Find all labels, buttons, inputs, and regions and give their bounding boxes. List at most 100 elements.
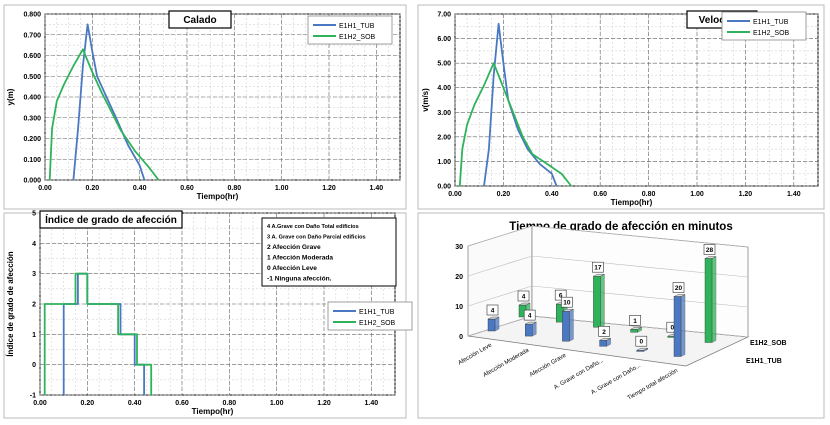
bar-side — [711, 256, 717, 343]
series-label-e1h1: E1H1_TUB — [746, 358, 782, 365]
bar-side — [494, 316, 500, 332]
data-label: 20 — [675, 285, 683, 292]
bar-e1h2_sob — [630, 329, 638, 333]
y-tick-label: 0.700 — [23, 32, 41, 39]
data-label-box — [554, 289, 567, 301]
series-line-e1h1_tub — [72, 23, 146, 181]
data-label: 1 — [633, 318, 637, 325]
bar-e1h2_sob — [704, 258, 713, 343]
legend-label: E1H1_TUB — [339, 23, 375, 30]
y-tick-label: 5.00 — [437, 61, 451, 68]
annotation-line: -1 Ninguna afección. — [267, 276, 332, 283]
y-tick-label: 5 — [32, 211, 36, 218]
chart-title-box — [168, 10, 232, 29]
y-tick-label: 1.00 — [437, 159, 451, 166]
y-tick-label: 0.100 — [23, 157, 41, 164]
x-axis-label: Tiempo(hr) — [192, 407, 234, 416]
bar-e1h1_tub — [562, 311, 570, 342]
x-tick-label: 1.00 — [270, 400, 284, 407]
data-label-box — [672, 282, 685, 293]
y-tick-label: -1 — [30, 393, 36, 400]
data-label-box — [635, 335, 648, 347]
legend-label: E1H2_SOB — [339, 34, 376, 41]
data-label: 17 — [594, 265, 602, 272]
bar-top — [704, 256, 717, 259]
y-tick-label: 0 — [459, 334, 463, 341]
chart-title: Índice de grado de afección — [45, 213, 177, 226]
data-label: 10 — [563, 300, 571, 307]
x-tick-label: 0.00 — [38, 185, 52, 192]
y-tick-label: 2 — [32, 302, 36, 309]
y-axis-label: v(m/s) — [421, 88, 430, 112]
bar-grid-line — [467, 255, 749, 278]
x-tick-label: 1.00 — [275, 185, 289, 192]
y-tick-label: 30 — [455, 244, 463, 251]
series-line-e1h2_sob — [48, 48, 160, 181]
data-label: 4 — [522, 294, 526, 301]
x-tick-label: 0.00 — [33, 400, 47, 407]
x-axis-label: Tiempo(hr) — [197, 192, 239, 201]
data-label: 0 — [670, 325, 674, 332]
chart-title: Calado — [183, 15, 216, 26]
y-tick-label: 0 — [32, 362, 36, 369]
bar-e1h2_sob — [593, 276, 601, 328]
bar-top — [487, 316, 500, 320]
legend-box — [307, 15, 393, 45]
data-label-box — [561, 296, 573, 308]
x-tick-label: 0.60 — [175, 400, 189, 407]
data-label-box — [629, 314, 641, 326]
bar-top — [599, 338, 611, 341]
legend-box — [721, 11, 807, 41]
series-line-e1h2_sob — [458, 62, 572, 187]
x-tick-label: 0.40 — [128, 400, 142, 407]
x-tick-label: 1.40 — [365, 400, 379, 407]
legend-label: E1H2_SOB — [359, 320, 396, 327]
y-tick-label: 1 — [32, 332, 36, 339]
data-label-box — [523, 309, 536, 321]
data-label-box — [703, 244, 716, 255]
bar-top — [636, 348, 648, 351]
annotation-line: 2 Afección Grave — [267, 244, 321, 251]
bar-e1h1_tub — [487, 318, 496, 332]
data-label: 28 — [706, 247, 714, 254]
annotation-line: 1 Afección Moderada — [267, 255, 333, 262]
annotation-line: 0 Afección Leve — [267, 265, 317, 272]
legend-label: E1H1_TUB — [359, 309, 395, 316]
y-tick-label: 0.400 — [23, 95, 41, 102]
y-tick-label: 20 — [455, 274, 463, 281]
series-line-e1h2_sob — [43, 272, 153, 395]
x-tick-label: 0.40 — [545, 191, 559, 198]
y-tick-label: 0.800 — [23, 12, 41, 19]
y-tick-label: 2.00 — [437, 134, 451, 141]
data-label-box — [592, 261, 604, 273]
data-label: 0 — [639, 339, 643, 346]
data-label-box — [486, 304, 499, 316]
y-tick-label: 0.200 — [23, 136, 41, 143]
x-tick-label: 0.60 — [593, 191, 607, 198]
velocidad-chart: 0.00 1.00 2.00 3.00 4.00 5.00 6.00 7.00 0.00 0.20… — [421, 10, 819, 207]
y-tick-label: 0.300 — [23, 115, 41, 122]
y-tick-label: 3 — [32, 271, 36, 278]
y-tick-label: 10 — [455, 304, 463, 311]
annotation-line: 3 A. Grave con Daño Parcial edificios — [267, 235, 366, 241]
y-tick-label: 7.00 — [437, 12, 451, 19]
x-tick-label: 1.20 — [317, 400, 331, 407]
bar-grid-line — [467, 225, 749, 248]
y-tick-label: 3.00 — [437, 110, 451, 117]
bar-top — [593, 274, 605, 277]
data-label: 4 — [528, 313, 532, 320]
x-tick-label: 1.20 — [739, 191, 753, 198]
legend-label: E1H1_TUB — [753, 19, 789, 26]
bar-side — [680, 294, 686, 357]
x-tick-label: 0.80 — [642, 191, 656, 198]
y-tick-label: 4 — [32, 241, 36, 248]
x-tick-label: 1.00 — [690, 191, 704, 198]
x-tick-label: 0.80 — [223, 400, 237, 407]
tiempo-afeccion-chart: Tiempo de grado de afección en minutos01… — [455, 221, 786, 402]
y-tick-label: 4.00 — [437, 85, 451, 92]
data-label-box — [517, 290, 530, 302]
x-tick-label: 0.00 — [448, 191, 462, 198]
x-tick-label: 0.20 — [86, 185, 100, 192]
y-tick-label: 0.000 — [23, 178, 41, 185]
